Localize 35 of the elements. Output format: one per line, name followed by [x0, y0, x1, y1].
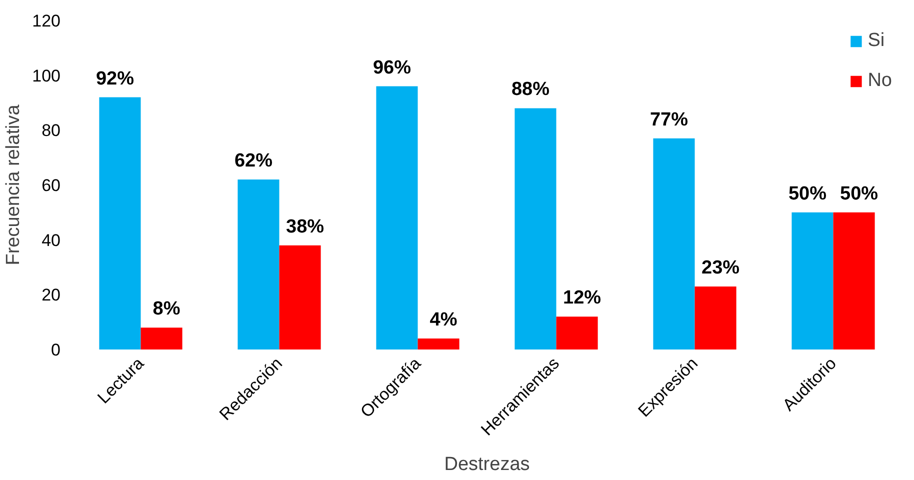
- bar: [418, 338, 460, 350]
- bar: [279, 245, 321, 350]
- data-label: 88%: [511, 79, 550, 100]
- bar: [140, 328, 182, 350]
- legend-label: Si: [868, 30, 886, 52]
- bar: [653, 138, 695, 350]
- y-axis-title: Frecuencia relativa: [3, 104, 24, 266]
- bar: [376, 86, 418, 350]
- bar: [238, 180, 280, 350]
- y-tick-label: 0: [51, 340, 61, 360]
- bar: [833, 212, 875, 350]
- y-tick-label: 20: [42, 286, 61, 305]
- data-label: 62%: [234, 150, 273, 172]
- data-label: 50%: [840, 183, 878, 204]
- data-label: 38%: [286, 216, 324, 238]
- data-label: 12%: [563, 288, 602, 309]
- y-tick-label: 100: [32, 66, 61, 86]
- legend-label: No: [868, 70, 892, 92]
- data-label: 92%: [96, 68, 134, 90]
- bar: [514, 108, 556, 350]
- y-tick-label: 80: [42, 121, 61, 140]
- x-axis-title: Destrezas: [444, 454, 530, 476]
- y-tick-label: 60: [42, 176, 61, 195]
- data-label: 4%: [430, 310, 458, 331]
- bar: [99, 97, 141, 350]
- y-tick-label: 120: [32, 12, 61, 30]
- bar: [792, 212, 834, 350]
- bar: [556, 316, 598, 350]
- bar: [694, 286, 736, 350]
- data-label: 23%: [702, 257, 740, 278]
- data-label: 50%: [788, 183, 827, 204]
- data-label: 77%: [650, 109, 688, 130]
- data-label: 96%: [372, 57, 412, 78]
- y-tick-label: 40: [42, 230, 61, 250]
- data-label: 8%: [152, 298, 180, 320]
